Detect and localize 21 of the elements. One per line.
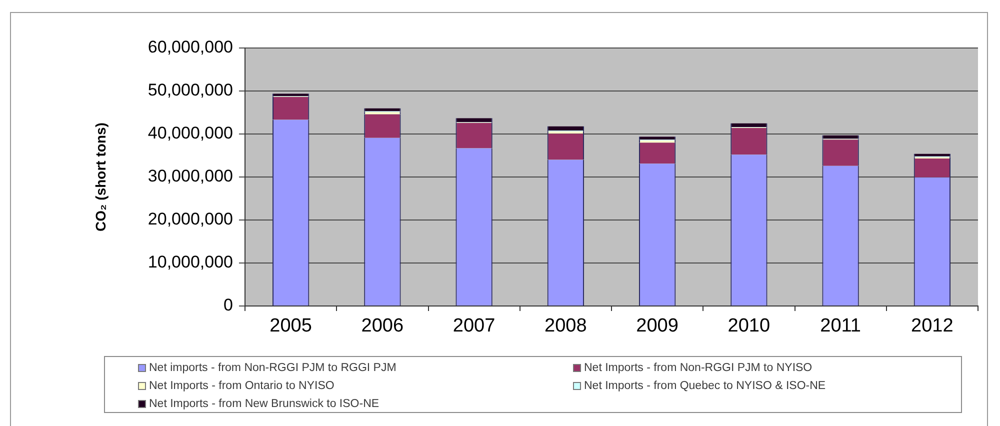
- legend-label: Net Imports - from Quebec to NYISO & ISO-NE: [584, 380, 826, 392]
- y-tick-label: 30,000,000: [148, 166, 233, 186]
- x-tick-label: 2012: [911, 316, 954, 337]
- y-tick-label: 60,000,000: [148, 38, 233, 57]
- y-tick-label: 50,000,000: [148, 80, 233, 100]
- y-axis-title: CO₂ (short tons): [92, 122, 108, 232]
- x-tick-label: 2005: [270, 316, 312, 337]
- legend-label: Net Imports - from Non-RGGI PJM to NYISO: [584, 362, 812, 374]
- y-tick-label: 40,000,000: [148, 124, 233, 143]
- legend-label: Net Imports - from Ontario to NYISO: [149, 380, 334, 392]
- legend-label: Net imports - from Non-RGGI PJM to RGGI PJM: [149, 362, 396, 374]
- y-tick-label: 0: [224, 296, 233, 315]
- x-tick-label: 2011: [820, 316, 861, 337]
- x-tick-label: 2009: [636, 316, 678, 337]
- y-tick-label: 20,000,000: [148, 210, 233, 229]
- legend-label: Net Imports - from New Brunswick to ISO-NE: [149, 398, 380, 410]
- x-tick-label: 2007: [452, 316, 496, 337]
- y-tick-label: 10,000,000: [148, 252, 233, 272]
- x-tick-label: 2010: [728, 316, 770, 337]
- x-tick-label: 2006: [361, 316, 404, 337]
- x-tick-label: 2008: [544, 316, 587, 337]
